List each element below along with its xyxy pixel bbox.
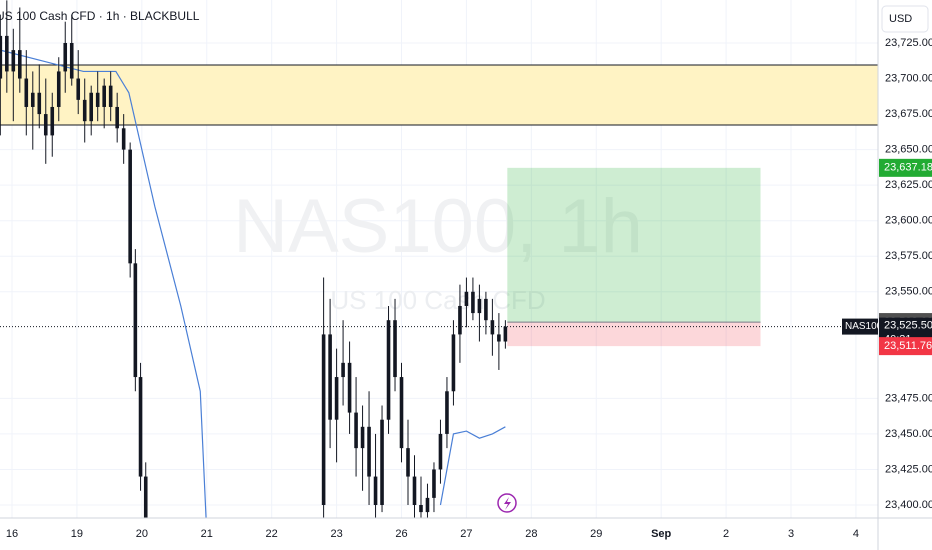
candle-body: [5, 35, 9, 72]
x-tick-label: 27: [460, 528, 472, 540]
x-tick-label: 21: [201, 528, 213, 540]
watermark-subtitle: US 100 Cash CFD: [330, 285, 545, 315]
y-tick-label: 23,400.00: [885, 499, 932, 511]
y-tick-label: 23,575.00: [885, 250, 932, 262]
candle-body: [477, 298, 482, 314]
candle-body: [50, 106, 55, 136]
stop-zone: [507, 322, 761, 347]
x-tick-label: 29: [590, 528, 602, 540]
symbol-label: NAS100: [845, 321, 883, 332]
y-tick-label: 23,650.00: [885, 144, 932, 156]
candle-body: [17, 50, 22, 79]
candle-body: [30, 92, 35, 107]
candle-body: [108, 85, 113, 107]
candle-body: [133, 263, 138, 378]
candle-body: [121, 128, 126, 150]
lightning: [504, 497, 511, 510]
y-tick-label: 23,700.00: [885, 72, 932, 84]
candle-body: [419, 504, 423, 513]
currency: USD: [889, 13, 912, 25]
y-tick-label: 23,425.00: [885, 463, 932, 475]
candle-body: [458, 305, 462, 335]
price-tag-label: 23,511.76: [884, 340, 932, 352]
candle-body: [367, 426, 371, 477]
candle-body: [138, 377, 143, 477]
candle-body: [386, 320, 391, 420]
y-tick-label: 23,725.00: [885, 37, 932, 49]
candle-body: [373, 476, 378, 505]
watermark: NAS100, 1h US 100 Cash CFD: [233, 184, 643, 315]
x-tick-label: 26: [395, 528, 407, 540]
x-tick-label: Sep: [651, 528, 671, 540]
candle-body: [143, 476, 148, 518]
candle-body: [82, 99, 87, 122]
x-tick-label: 23: [330, 528, 342, 540]
plot-area: NAS100, 1h US 100 Cash CFD: [0, 0, 878, 518]
candle-body: [334, 377, 339, 420]
candle-body: [380, 419, 384, 505]
candle-body: [503, 326, 508, 342]
y-tick-label: 23,600.00: [885, 215, 932, 227]
moving-average: [0, 49, 506, 518]
candle-body: [69, 43, 74, 79]
price-tag-label: 23,637.18: [884, 162, 932, 174]
symbol-tag: [842, 318, 878, 335]
candle-body: [56, 71, 61, 107]
y-tick-label: 23,625.00: [885, 179, 932, 191]
target-zone: [507, 167, 761, 323]
candle-body: [484, 298, 488, 321]
zone: [0, 65, 878, 126]
price-tag: [879, 337, 932, 356]
x-tick-label: 20: [136, 528, 148, 540]
candle-body: [95, 92, 100, 107]
y-tick-label: 23,675.00: [885, 108, 932, 120]
candle-body: [37, 92, 42, 115]
candle-body: [497, 334, 501, 342]
candle-body: [24, 78, 29, 107]
candle-body: [432, 469, 436, 498]
candle-body: [471, 291, 475, 314]
candle-body: [115, 106, 119, 129]
x-tick-label: 19: [71, 528, 83, 540]
x-tick-label: 16: [6, 528, 18, 540]
y-tick-label: 23,475.00: [885, 392, 932, 404]
chart-title: US 100 Cash CFD · 1h · BLACKBULL: [0, 9, 200, 23]
candle-body: [321, 334, 326, 505]
price-tag: [879, 158, 932, 177]
price-tag-label: 23,525.50: [884, 319, 932, 331]
candle-body: [11, 50, 16, 72]
candle-body: [328, 334, 332, 420]
candle-body: [360, 426, 365, 449]
y-tick-label: 23,550.00: [885, 286, 932, 298]
watermark-title: NAS100, 1h: [233, 184, 643, 269]
candle-body: [412, 476, 417, 505]
candle-body: [89, 92, 94, 122]
candle-body: [406, 448, 410, 477]
candle-body: [393, 320, 397, 378]
candle-body: [399, 377, 404, 449]
candle-body: [354, 412, 358, 449]
x-tick-label: 4: [853, 528, 859, 540]
candle-body: [464, 291, 469, 306]
candle-body: [76, 78, 81, 100]
candle-body: [43, 114, 48, 136]
x-tick-label: 28: [525, 528, 537, 540]
y-tick-label: 23,450.00: [885, 428, 932, 440]
candle-body: [102, 85, 106, 107]
candle-body: [445, 391, 449, 434]
candle-body: [425, 497, 430, 513]
candle-body: [347, 362, 352, 413]
candle-body: [128, 149, 132, 264]
candle-body: [438, 433, 443, 470]
x-tick-label: 2: [723, 528, 729, 540]
candle-body: [63, 43, 68, 72]
candle-body: [451, 334, 456, 392]
x-tick-label: 3: [788, 528, 794, 540]
candle-body: [490, 320, 495, 335]
candle-body: [0, 35, 3, 79]
candle-body: [341, 362, 345, 378]
x-tick-label: 22: [266, 528, 278, 540]
currency-button[interactable]: [881, 5, 929, 33]
